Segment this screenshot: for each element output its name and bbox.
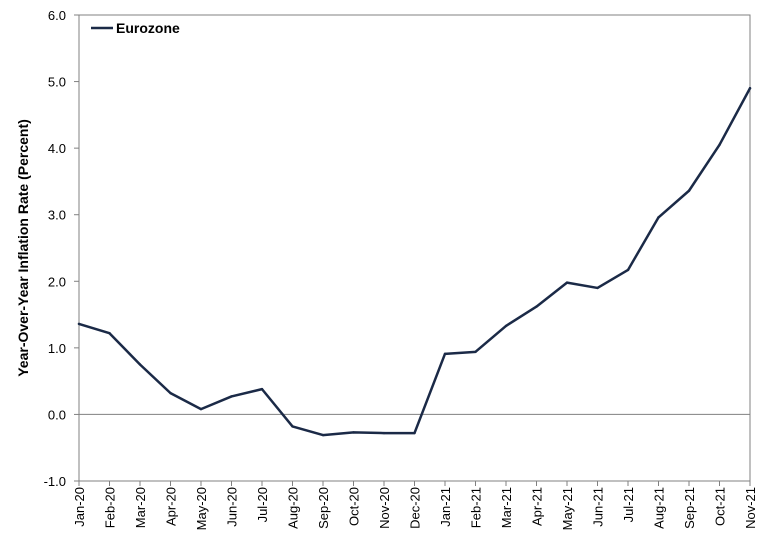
x-tick-label: May-21 xyxy=(560,487,575,530)
data-point xyxy=(169,391,172,395)
data-point xyxy=(352,431,355,434)
data-point xyxy=(443,352,447,356)
x-tick-label: Jun-21 xyxy=(591,487,606,527)
y-tick-label: 3.0 xyxy=(48,208,66,223)
data-point xyxy=(687,189,691,192)
x-tick-label: Aug-21 xyxy=(652,487,667,529)
data-point xyxy=(108,332,111,335)
data-point xyxy=(77,322,81,326)
y-tick-label: -1.0 xyxy=(44,474,66,489)
data-point xyxy=(626,268,630,272)
y-axis-title: Year-Over-Year Inflation Rate (Percent) xyxy=(15,119,31,377)
legend: Eurozone xyxy=(91,20,180,36)
y-tick-label: 2.0 xyxy=(48,274,66,289)
data-point xyxy=(718,143,721,147)
x-tick-label: Jul-21 xyxy=(621,487,636,522)
y-tick-label: 5.0 xyxy=(48,75,66,90)
data-point xyxy=(138,363,142,366)
data-point xyxy=(535,305,538,308)
x-tick-label: Mar-20 xyxy=(133,487,148,528)
data-point xyxy=(382,431,386,435)
x-tick-label: Mar-21 xyxy=(499,487,514,528)
x-tick-label: Oct-20 xyxy=(347,487,362,526)
data-point xyxy=(474,350,477,354)
x-tick-label: Feb-21 xyxy=(469,487,484,528)
data-point xyxy=(291,425,294,428)
x-tick-label: Nov-21 xyxy=(743,487,758,529)
data-point xyxy=(321,433,325,437)
y-tick-label: 0.0 xyxy=(48,407,66,422)
x-tick-label: Jan-20 xyxy=(72,487,87,527)
data-point xyxy=(199,407,203,411)
data-point xyxy=(596,286,599,290)
x-tick-label: Apr-21 xyxy=(530,487,545,526)
x-tick-label: Apr-20 xyxy=(164,487,179,526)
data-point xyxy=(230,395,233,398)
series-layer xyxy=(77,86,752,437)
x-tick-label: May-20 xyxy=(194,487,209,530)
x-tick-label: Sep-21 xyxy=(682,487,697,529)
x-tick-label: Sep-20 xyxy=(316,487,331,529)
x-tick-label: Jan-21 xyxy=(438,487,453,527)
data-point xyxy=(565,281,569,284)
x-tick-label: Oct-21 xyxy=(713,487,728,526)
data-point xyxy=(504,324,508,328)
y-axis: -1.0 0.0 1.0 2.0 3.0 4.0 5.0 6.0 xyxy=(44,8,79,489)
data-point xyxy=(413,431,416,435)
x-tick-label: Jun-20 xyxy=(225,487,240,527)
data-point xyxy=(260,387,264,391)
y-tick-label: 4.0 xyxy=(48,141,66,156)
legend-label: Eurozone xyxy=(116,20,180,36)
x-axis: Jan-20 Feb-20 Mar-20 Apr-20 May-20 Jun-20 Jul-… xyxy=(72,481,758,530)
x-tick-label: Feb-20 xyxy=(103,487,118,528)
data-point xyxy=(748,87,752,90)
y-tick-label: 6.0 xyxy=(48,8,66,23)
x-tick-label: Nov-20 xyxy=(377,487,392,529)
x-tick-label: Jul-20 xyxy=(255,487,270,522)
plot-area xyxy=(78,14,751,482)
data-point xyxy=(657,216,660,219)
x-tick-label: Aug-20 xyxy=(286,487,301,529)
x-tick-label: Dec-20 xyxy=(408,487,423,529)
y-tick-label: 1.0 xyxy=(48,341,66,356)
